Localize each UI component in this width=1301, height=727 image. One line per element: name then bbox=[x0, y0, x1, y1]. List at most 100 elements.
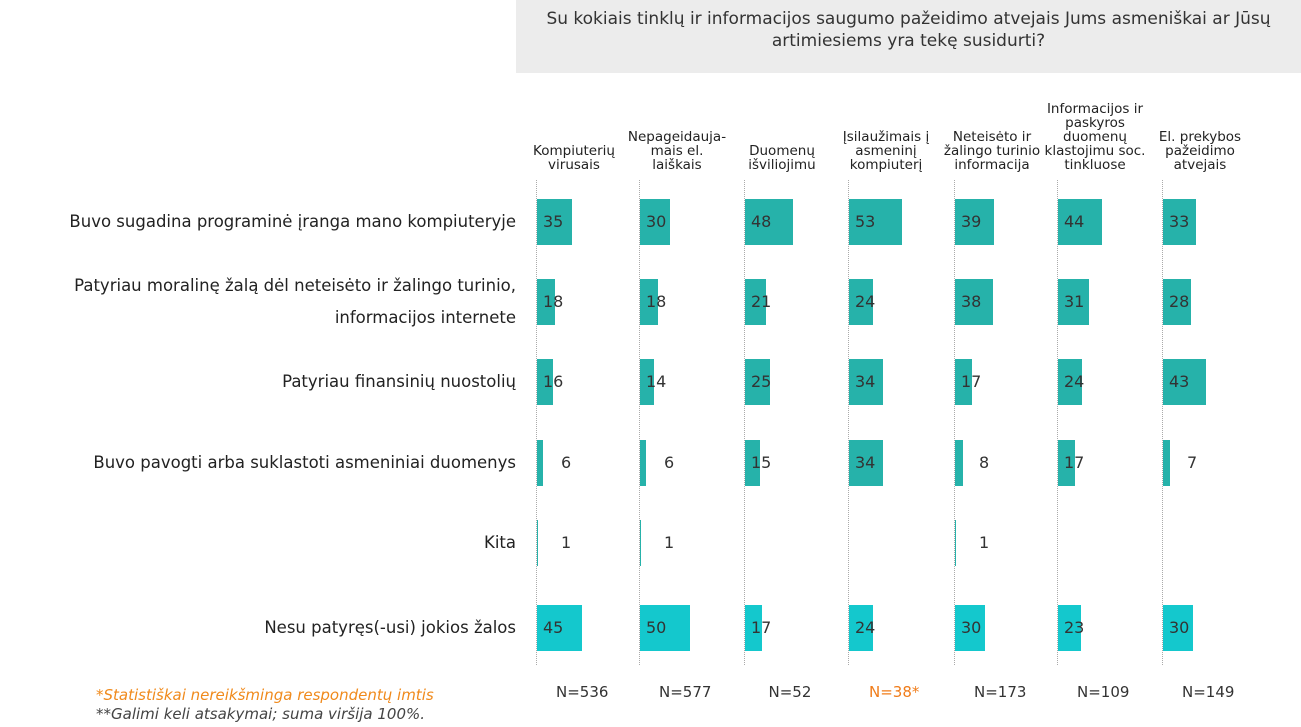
bar bbox=[745, 279, 766, 325]
bar bbox=[849, 279, 873, 325]
bar bbox=[1163, 199, 1196, 245]
sample-size: N=109 bbox=[1077, 683, 1130, 701]
column-separator bbox=[1057, 180, 1058, 665]
bar bbox=[1058, 279, 1089, 325]
value-label: 39 bbox=[961, 212, 982, 231]
value-label: 30 bbox=[961, 618, 982, 637]
chart-title: Su kokiais tinklų ir informacijos saugum… bbox=[516, 0, 1301, 73]
value-label: 18 bbox=[543, 292, 564, 311]
footnote: **Galimi keli atsakymai; suma viršija 10… bbox=[96, 705, 426, 723]
sample-size: N=577 bbox=[659, 683, 712, 701]
bar bbox=[640, 199, 670, 245]
bar bbox=[955, 440, 963, 486]
bar bbox=[640, 279, 658, 325]
bar bbox=[849, 605, 873, 651]
bar bbox=[1163, 359, 1206, 405]
bar bbox=[1058, 199, 1102, 245]
column-header: Nepageidauja- mais el. laiškais bbox=[627, 129, 727, 173]
sample-size: N=149 bbox=[1182, 683, 1235, 701]
value-label: 34 bbox=[855, 453, 876, 472]
bar bbox=[955, 520, 956, 566]
row-label: Patyriau finansinių nuostolių bbox=[282, 372, 516, 391]
column-separator bbox=[744, 180, 745, 665]
row-label: Buvo pavogti arba suklastoti asmeniniai … bbox=[93, 453, 516, 472]
value-label: 24 bbox=[1064, 372, 1085, 391]
value-label: 35 bbox=[543, 212, 564, 231]
column-header: Įsilaužimais į asmeninį kompiuterį bbox=[842, 129, 930, 173]
value-label: 28 bbox=[1169, 292, 1190, 311]
bar bbox=[640, 520, 641, 566]
value-label: 34 bbox=[855, 372, 876, 391]
value-label: 48 bbox=[751, 212, 772, 231]
column-separator bbox=[954, 180, 955, 665]
value-label: 1 bbox=[664, 533, 675, 552]
value-label: 17 bbox=[751, 618, 772, 637]
bar bbox=[537, 359, 553, 405]
value-label: 43 bbox=[1169, 372, 1190, 391]
sample-size: N=173 bbox=[974, 683, 1027, 701]
value-label: 15 bbox=[751, 453, 772, 472]
row-label: Buvo sugadina programinė įranga mano kom… bbox=[69, 212, 516, 231]
bar bbox=[745, 440, 760, 486]
value-label: 24 bbox=[855, 292, 876, 311]
value-label: 1 bbox=[979, 533, 990, 552]
bar bbox=[640, 605, 690, 651]
row-label: Nesu patyręs(-usi) jokios žalos bbox=[264, 618, 516, 637]
value-label: 25 bbox=[751, 372, 772, 391]
bar bbox=[640, 440, 646, 486]
bar bbox=[849, 440, 883, 486]
value-label: 23 bbox=[1064, 618, 1085, 637]
bar bbox=[1058, 440, 1075, 486]
bar bbox=[745, 359, 770, 405]
value-label: 53 bbox=[855, 212, 876, 231]
bar bbox=[537, 199, 572, 245]
bar bbox=[955, 359, 972, 405]
sample-size: N=38* bbox=[869, 683, 920, 701]
value-label: 33 bbox=[1169, 212, 1190, 231]
value-label: 1 bbox=[561, 533, 572, 552]
row-label: Kita bbox=[484, 533, 516, 552]
bar bbox=[849, 359, 883, 405]
column-separator bbox=[1162, 180, 1163, 665]
value-label: 6 bbox=[664, 453, 675, 472]
value-label: 38 bbox=[961, 292, 982, 311]
value-label: 18 bbox=[646, 292, 667, 311]
row-label: Patyriau moralinę žalą dėl neteisėto ir … bbox=[74, 276, 516, 327]
column-header: Informacijos ir paskyros duomenų klastoj… bbox=[1044, 101, 1146, 173]
value-label: 30 bbox=[646, 212, 667, 231]
bar bbox=[955, 199, 994, 245]
bar bbox=[955, 605, 985, 651]
value-label: 14 bbox=[646, 372, 667, 391]
value-label: 17 bbox=[961, 372, 982, 391]
bar bbox=[1163, 440, 1170, 486]
bar bbox=[1058, 605, 1081, 651]
column-separator bbox=[536, 180, 537, 665]
value-label: 45 bbox=[543, 618, 564, 637]
column-separator bbox=[848, 180, 849, 665]
bar bbox=[849, 199, 902, 245]
column-header: El. prekybos pažeidimo atvejais bbox=[1158, 129, 1242, 173]
bar bbox=[745, 605, 762, 651]
bar bbox=[1058, 359, 1082, 405]
sample-size: N=536 bbox=[556, 683, 609, 701]
sample-size: N=52 bbox=[768, 683, 812, 701]
value-label: 31 bbox=[1064, 292, 1085, 311]
bar bbox=[640, 359, 654, 405]
bar bbox=[1163, 605, 1193, 651]
bar bbox=[537, 279, 555, 325]
bar bbox=[537, 605, 582, 651]
bar bbox=[745, 199, 793, 245]
column-header: Duomenų išviliojimu bbox=[748, 143, 816, 173]
bar bbox=[1163, 279, 1191, 325]
value-label: 8 bbox=[979, 453, 990, 472]
column-header: Kompiuterių virusais bbox=[533, 143, 615, 173]
bar bbox=[537, 440, 543, 486]
value-label: 24 bbox=[855, 618, 876, 637]
value-label: 21 bbox=[751, 292, 772, 311]
value-label: 7 bbox=[1187, 453, 1198, 472]
value-label: 50 bbox=[646, 618, 667, 637]
value-label: 16 bbox=[543, 372, 564, 391]
footnote: *Statistiškai nereikšminga respondentų i… bbox=[96, 686, 434, 704]
column-header: Neteisėto ir žalingo turinio informacija bbox=[943, 129, 1041, 173]
column-separator bbox=[639, 180, 640, 665]
